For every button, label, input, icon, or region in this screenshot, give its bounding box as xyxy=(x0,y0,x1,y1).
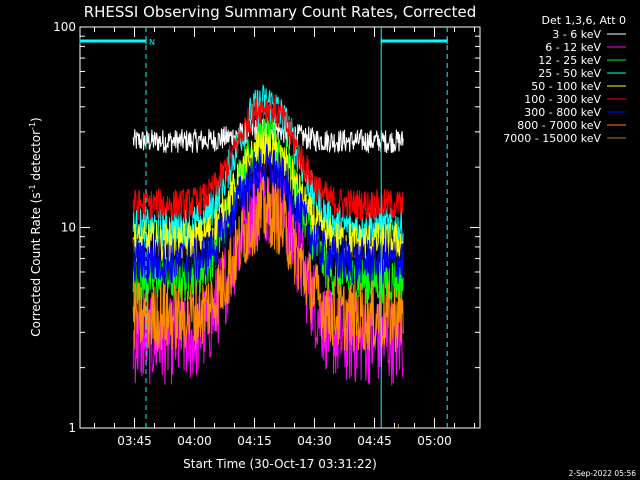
legend-header: Det 1,3,6, Att 0 xyxy=(542,14,626,27)
y-tick-label-1: 1 xyxy=(68,421,76,435)
legend-label-1: 3 - 6 keV xyxy=(552,28,601,41)
chart-title: RHESSI Observing Summary Count Rates, Co… xyxy=(84,3,477,21)
flag-label-1: N xyxy=(149,38,155,47)
series-traces xyxy=(132,83,404,428)
legend-label-4: 25 - 50 keV xyxy=(538,67,601,80)
x-tick-label-5: 04:45 xyxy=(357,434,392,448)
legend-label-6: 100 - 300 keV xyxy=(524,93,601,106)
y-axis-label: Corrected Count Rate (s-1 detector-1) xyxy=(28,117,43,336)
axis-ticks: 1 10 100 03:45 04:00 04:15 04:30 04:45 05:00 xyxy=(53,20,480,448)
x-tick-label-2: 04:00 xyxy=(177,434,212,448)
plot-area: N xyxy=(79,26,481,429)
x-tick-label-6: 05:00 xyxy=(417,434,452,448)
x-tick-label-1: 03:45 xyxy=(117,434,152,448)
series-line-6 xyxy=(132,94,404,221)
x-axis-label: Start Time (30-Oct-17 03:31:22) xyxy=(183,457,377,471)
y-tick-label-3: 100 xyxy=(53,20,76,34)
plot-timestamp: 2-Sep-2022 05:56 xyxy=(569,469,637,478)
x-tick-label-3: 04:15 xyxy=(237,434,272,448)
legend-label-2: 6 - 12 keV xyxy=(545,41,601,54)
y-tick-label-2: 10 xyxy=(61,221,76,235)
x-tick-label-4: 04:30 xyxy=(297,434,332,448)
series-line-4 xyxy=(132,83,404,248)
legend-label-8: 800 - 7000 keV xyxy=(517,119,601,132)
legend-label-9: 7000 - 15000 keV xyxy=(503,132,601,145)
legend-label-7: 300 - 800 keV xyxy=(524,106,601,119)
legend-label-3: 12 - 25 keV xyxy=(538,54,601,67)
series-line-5 xyxy=(132,126,404,262)
series-line-8 xyxy=(132,176,404,352)
legend-label-5: 50 - 100 keV xyxy=(531,80,601,93)
series-line-3 xyxy=(132,115,404,305)
series-line-7 xyxy=(132,143,404,285)
